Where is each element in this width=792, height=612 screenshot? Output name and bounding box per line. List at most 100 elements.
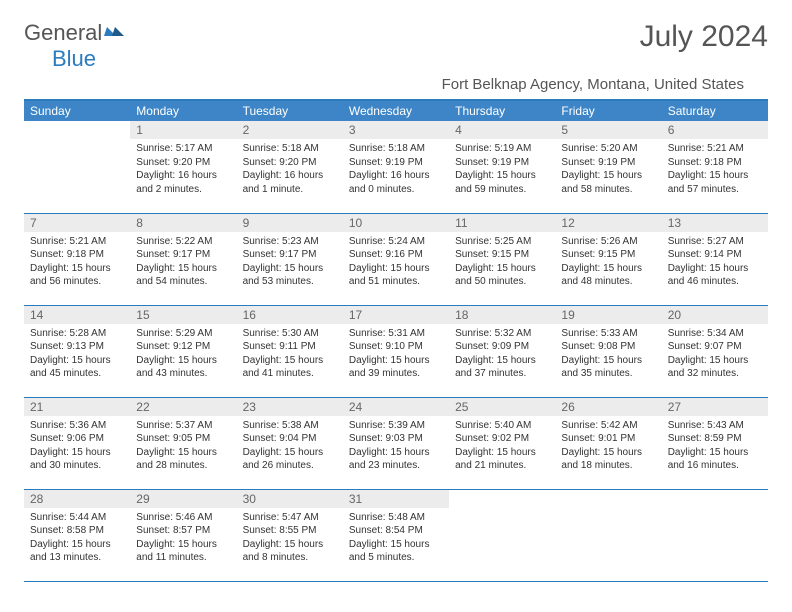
calendar-day-cell: 6 Sunrise: 5:21 AMSunset: 9:18 PMDaylight… bbox=[662, 121, 768, 213]
sunrise-text: Sunrise: 5:38 AM bbox=[243, 419, 337, 433]
calendar-day-cell: 22Sunrise: 5:37 AMSunset: 9:05 PMDayligh… bbox=[130, 397, 236, 489]
sunrise-text: Sunrise: 5:21 AM bbox=[30, 235, 124, 249]
calendar-day-cell: 23Sunrise: 5:38 AMSunset: 9:04 PMDayligh… bbox=[237, 397, 343, 489]
sunrise-text: Sunrise: 5:39 AM bbox=[349, 419, 443, 433]
day-number: 19 bbox=[555, 306, 661, 324]
calendar-day-cell: 1Sunrise: 5:17 AMSunset: 9:20 PMDaylight… bbox=[130, 121, 236, 213]
day-details: Sunrise: 5:47 AMSunset: 8:55 PMDaylight:… bbox=[237, 508, 343, 569]
day-number: 29 bbox=[130, 490, 236, 508]
daylight-text: Daylight: 15 hours and 39 minutes. bbox=[349, 354, 443, 381]
sunset-text: Sunset: 9:19 PM bbox=[349, 156, 443, 170]
day-number: 21 bbox=[24, 398, 130, 416]
sunrise-text: Sunrise: 5:23 AM bbox=[243, 235, 337, 249]
day-number: 15 bbox=[130, 306, 236, 324]
day-details: Sunrise: 5:39 AMSunset: 9:03 PMDaylight:… bbox=[343, 416, 449, 477]
weekday-header: Saturday bbox=[662, 101, 768, 121]
day-number: 14 bbox=[24, 306, 130, 324]
day-number: 25 bbox=[449, 398, 555, 416]
sunset-text: Sunset: 9:13 PM bbox=[30, 340, 124, 354]
day-details: Sunrise: 5:32 AMSunset: 9:09 PMDaylight:… bbox=[449, 324, 555, 385]
sunrise-text: Sunrise: 5:18 AM bbox=[349, 142, 443, 156]
day-details: Sunrise: 5:27 AMSunset: 9:14 PMDaylight:… bbox=[662, 232, 768, 293]
day-details: Sunrise: 5:48 AMSunset: 8:54 PMDaylight:… bbox=[343, 508, 449, 569]
sunset-text: Sunset: 9:10 PM bbox=[349, 340, 443, 354]
calendar-day-cell bbox=[555, 489, 661, 581]
calendar-day-cell: 10Sunrise: 5:24 AMSunset: 9:16 PMDayligh… bbox=[343, 213, 449, 305]
daylight-text: Daylight: 15 hours and 21 minutes. bbox=[455, 446, 549, 473]
sunset-text: Sunset: 9:20 PM bbox=[243, 156, 337, 170]
sunset-text: Sunset: 9:09 PM bbox=[455, 340, 549, 354]
day-number: 31 bbox=[343, 490, 449, 508]
sunrise-text: Sunrise: 5:43 AM bbox=[668, 419, 762, 433]
daylight-text: Daylight: 15 hours and 5 minutes. bbox=[349, 538, 443, 565]
location-subtitle: Fort Belknap Agency, Montana, United Sta… bbox=[24, 76, 768, 101]
sunrise-text: Sunrise: 5:22 AM bbox=[136, 235, 230, 249]
day-details: Sunrise: 5:26 AMSunset: 9:15 PMDaylight:… bbox=[555, 232, 661, 293]
sunrise-text: Sunrise: 5:28 AM bbox=[30, 327, 124, 341]
calendar-body: 1Sunrise: 5:17 AMSunset: 9:20 PMDaylight… bbox=[24, 121, 768, 581]
day-details: Sunrise: 5:42 AMSunset: 9:01 PMDaylight:… bbox=[555, 416, 661, 477]
day-details: Sunrise: 5:29 AMSunset: 9:12 PMDaylight:… bbox=[130, 324, 236, 385]
calendar-day-cell: 7Sunrise: 5:21 AMSunset: 9:18 PMDaylight… bbox=[24, 213, 130, 305]
daylight-text: Daylight: 15 hours and 53 minutes. bbox=[243, 262, 337, 289]
calendar-day-cell: 5Sunrise: 5:20 AMSunset: 9:19 PMDaylight… bbox=[555, 121, 661, 213]
day-number: 12 bbox=[555, 214, 661, 232]
daylight-text: Daylight: 15 hours and 56 minutes. bbox=[30, 262, 124, 289]
daylight-text: Daylight: 15 hours and 16 minutes. bbox=[668, 446, 762, 473]
day-number: 7 bbox=[24, 214, 130, 232]
day-details: Sunrise: 5:43 AMSunset: 8:59 PMDaylight:… bbox=[662, 416, 768, 477]
sunset-text: Sunset: 9:20 PM bbox=[136, 156, 230, 170]
day-number: 28 bbox=[24, 490, 130, 508]
day-details: Sunrise: 5:23 AMSunset: 9:17 PMDaylight:… bbox=[237, 232, 343, 293]
sunrise-text: Sunrise: 5:34 AM bbox=[668, 327, 762, 341]
sunrise-text: Sunrise: 5:20 AM bbox=[561, 142, 655, 156]
daylight-text: Daylight: 15 hours and 8 minutes. bbox=[243, 538, 337, 565]
day-details: Sunrise: 5:46 AMSunset: 8:57 PMDaylight:… bbox=[130, 508, 236, 569]
day-number: 20 bbox=[662, 306, 768, 324]
sunset-text: Sunset: 8:58 PM bbox=[30, 524, 124, 538]
daylight-text: Daylight: 15 hours and 54 minutes. bbox=[136, 262, 230, 289]
day-details: Sunrise: 5:40 AMSunset: 9:02 PMDaylight:… bbox=[449, 416, 555, 477]
daylight-text: Daylight: 15 hours and 26 minutes. bbox=[243, 446, 337, 473]
daylight-text: Daylight: 15 hours and 32 minutes. bbox=[668, 354, 762, 381]
daylight-text: Daylight: 15 hours and 37 minutes. bbox=[455, 354, 549, 381]
sunset-text: Sunset: 9:11 PM bbox=[243, 340, 337, 354]
day-number: 17 bbox=[343, 306, 449, 324]
day-details: Sunrise: 5:18 AMSunset: 9:20 PMDaylight:… bbox=[237, 139, 343, 200]
calendar-day-cell: 15Sunrise: 5:29 AMSunset: 9:12 PMDayligh… bbox=[130, 305, 236, 397]
sunset-text: Sunset: 9:17 PM bbox=[136, 248, 230, 262]
weekday-header: Monday bbox=[130, 101, 236, 121]
day-number: 8 bbox=[130, 214, 236, 232]
daylight-text: Daylight: 15 hours and 57 minutes. bbox=[668, 169, 762, 196]
sunrise-text: Sunrise: 5:21 AM bbox=[668, 142, 762, 156]
day-details: Sunrise: 5:22 AMSunset: 9:17 PMDaylight:… bbox=[130, 232, 236, 293]
day-number: 1 bbox=[130, 121, 236, 139]
calendar-day-cell: 20Sunrise: 5:34 AMSunset: 9:07 PMDayligh… bbox=[662, 305, 768, 397]
day-number: 6 bbox=[662, 121, 768, 139]
day-details: Sunrise: 5:18 AMSunset: 9:19 PMDaylight:… bbox=[343, 139, 449, 200]
calendar-table: SundayMondayTuesdayWednesdayThursdayFrid… bbox=[24, 101, 768, 582]
weekday-header: Thursday bbox=[449, 101, 555, 121]
daylight-text: Daylight: 15 hours and 18 minutes. bbox=[561, 446, 655, 473]
daylight-text: Daylight: 15 hours and 59 minutes. bbox=[455, 169, 549, 196]
daylight-text: Daylight: 15 hours and 11 minutes. bbox=[136, 538, 230, 565]
day-number: 22 bbox=[130, 398, 236, 416]
daylight-text: Daylight: 15 hours and 35 minutes. bbox=[561, 354, 655, 381]
day-number: 10 bbox=[343, 214, 449, 232]
calendar-week-row: 1Sunrise: 5:17 AMSunset: 9:20 PMDaylight… bbox=[24, 121, 768, 213]
calendar-day-cell bbox=[449, 489, 555, 581]
daylight-text: Daylight: 15 hours and 45 minutes. bbox=[30, 354, 124, 381]
sunrise-text: Sunrise: 5:48 AM bbox=[349, 511, 443, 525]
day-number: 16 bbox=[237, 306, 343, 324]
day-details: Sunrise: 5:44 AMSunset: 8:58 PMDaylight:… bbox=[24, 508, 130, 569]
calendar-week-row: 14Sunrise: 5:28 AMSunset: 9:13 PMDayligh… bbox=[24, 305, 768, 397]
calendar-day-cell: 2Sunrise: 5:18 AMSunset: 9:20 PMDaylight… bbox=[237, 121, 343, 213]
daylight-text: Daylight: 15 hours and 28 minutes. bbox=[136, 446, 230, 473]
sunset-text: Sunset: 9:18 PM bbox=[668, 156, 762, 170]
sunset-text: Sunset: 8:54 PM bbox=[349, 524, 443, 538]
sunrise-text: Sunrise: 5:32 AM bbox=[455, 327, 549, 341]
weekday-header: Friday bbox=[555, 101, 661, 121]
calendar-day-cell bbox=[24, 121, 130, 213]
weekday-header: Wednesday bbox=[343, 101, 449, 121]
calendar-day-cell: 3Sunrise: 5:18 AMSunset: 9:19 PMDaylight… bbox=[343, 121, 449, 213]
